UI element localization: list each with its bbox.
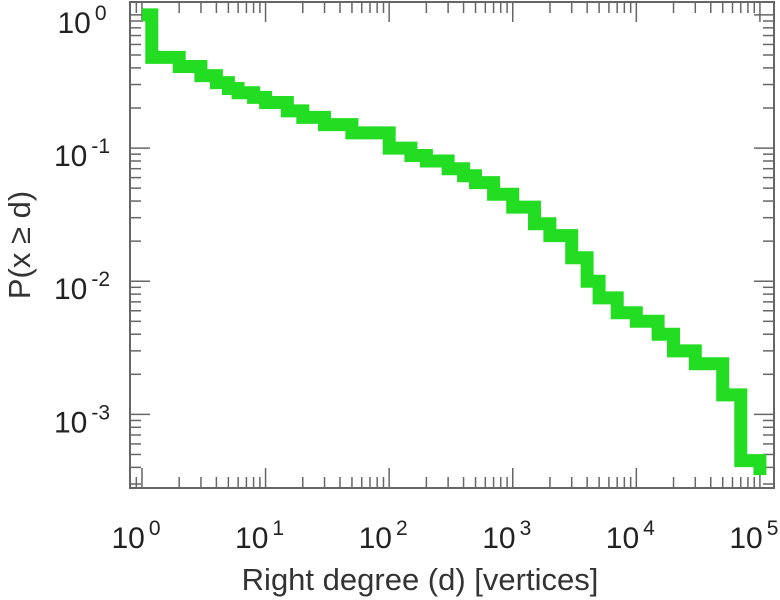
y-tick-label: 10 -3 xyxy=(54,401,110,439)
tick-labels: 10 0 10 1 10 2 10 3 10 4 10 5 10 0 10 -1 10 -2 10 -3 xyxy=(54,2,778,555)
y-axis-label: P(x ≥ d) xyxy=(2,191,37,299)
plot-frame xyxy=(129,1,775,489)
x-tick-label: 10 2 xyxy=(359,517,408,555)
x-tick-label: 10 3 xyxy=(482,517,531,555)
x-tick-label: 10 0 xyxy=(111,517,160,555)
axis-ticks xyxy=(129,2,774,488)
y-tick-label: 10 0 xyxy=(57,2,106,40)
x-tick-label: 10 1 xyxy=(235,517,284,555)
y-tick-label: 10 -2 xyxy=(54,268,110,306)
x-tick-label: 10 4 xyxy=(606,517,655,555)
data-series-line xyxy=(142,8,767,476)
x-tick-label: 10 5 xyxy=(729,517,778,555)
x-axis-label: Right degree (d) [vertices] xyxy=(242,562,599,597)
y-tick-label: 10 -1 xyxy=(54,135,110,173)
